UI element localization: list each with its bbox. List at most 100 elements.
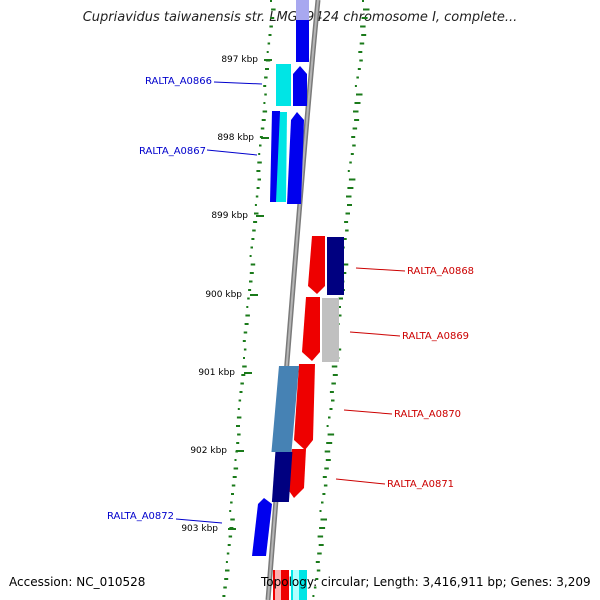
gc-dot <box>323 484 328 487</box>
gene-leader-line <box>343 409 393 415</box>
gc-dot <box>270 17 275 19</box>
gc-dot <box>249 272 254 274</box>
gc-dot <box>241 374 246 376</box>
gc-dot <box>352 144 356 147</box>
gc-dot <box>239 391 243 393</box>
gene-label-ralta-a0866[interactable]: RALTA_A0866 <box>145 76 212 87</box>
gc-dot <box>222 595 226 597</box>
gc-dot <box>326 442 333 444</box>
gene-arrow-top-shade <box>296 0 309 20</box>
gc-dot <box>326 425 329 427</box>
gc-dot <box>360 25 366 28</box>
accession-text: Accession: NC_010528 <box>9 575 146 589</box>
gc-dot <box>243 348 247 351</box>
gene-label-ralta-a0870[interactable]: RALTA_A0870 <box>394 409 461 420</box>
gc-dot <box>227 544 231 546</box>
gene-label-ralta-a0871[interactable]: RALTA_A0871 <box>387 479 454 490</box>
gene-arrow <box>271 366 299 452</box>
gc-dot <box>231 484 236 487</box>
gc-dot <box>324 467 329 470</box>
gc-dot <box>346 195 352 198</box>
gc-dot <box>357 68 361 70</box>
gene-arrow <box>287 449 306 498</box>
gc-dot <box>253 221 258 223</box>
gene-label-ralta-a0869[interactable]: RALTA_A0869 <box>402 331 469 342</box>
topology-text: Topology: circular; Length: 3,416,911 bp… <box>261 575 591 589</box>
tick-label-897: 897 kbp <box>221 55 258 65</box>
gc-dot <box>249 255 252 257</box>
gc-dot <box>363 8 370 11</box>
gc-dot <box>345 212 350 215</box>
gc-dot <box>266 51 269 53</box>
gc-dot <box>231 493 234 495</box>
gc-dot <box>347 187 354 189</box>
gc-dot <box>353 110 359 113</box>
gc-dot <box>263 102 266 104</box>
gene-arrow <box>271 452 293 502</box>
gc-dot <box>315 578 319 580</box>
gc-dot <box>251 238 255 240</box>
gene-arrow <box>276 64 291 106</box>
gene-label-ralta-a0872[interactable]: RALTA_A0872 <box>107 511 174 522</box>
gc-dot <box>324 450 331 453</box>
gc-content-track-left <box>222 0 276 597</box>
tick-label-899: 899 kbp <box>211 211 248 221</box>
gene-leader-line <box>175 518 223 524</box>
gc-dot <box>242 365 247 368</box>
gene-label-ralta-a0867[interactable]: RALTA_A0867 <box>139 146 206 157</box>
gc-dot <box>236 416 242 419</box>
gc-dot <box>262 110 268 113</box>
gene-arrow <box>252 498 272 556</box>
gc-dot <box>271 8 276 11</box>
gc-dot <box>246 306 249 308</box>
reverse-strand-genes <box>271 236 344 502</box>
tick-label-900: 900 kbp <box>205 290 242 300</box>
gene-leader-line <box>213 81 263 85</box>
tick-label-901: 901 kbp <box>198 368 235 378</box>
gene-arrow <box>293 66 307 106</box>
gc-dot <box>229 510 232 512</box>
gc-dot <box>225 561 228 563</box>
gc-dot <box>252 229 256 232</box>
gc-dot <box>319 510 322 512</box>
gc-dot <box>352 127 358 130</box>
gc-dot <box>224 578 229 580</box>
gc-dot <box>320 518 327 521</box>
gc-dot <box>331 365 338 368</box>
gc-dot <box>354 102 361 104</box>
gc-dot <box>318 544 324 546</box>
gc-dot <box>341 263 349 266</box>
gc-dot <box>242 340 246 342</box>
gc-dot <box>347 204 352 206</box>
gc-dot <box>331 382 336 385</box>
tick-label-903: 903 kbp <box>181 524 218 534</box>
gc-dot <box>349 161 352 164</box>
gc-dot <box>329 408 333 410</box>
gc-dot <box>238 399 242 402</box>
gc-dot <box>267 42 271 45</box>
gc-dot <box>268 34 272 36</box>
gc-dot <box>237 408 240 410</box>
gc-dot <box>351 136 356 138</box>
gene-label-ralta-a0868[interactable]: RALTA_A0868 <box>407 266 474 277</box>
gc-dot <box>230 501 233 504</box>
gc-dot <box>225 569 230 572</box>
gene-arrow <box>294 364 315 450</box>
gc-dot <box>322 493 326 495</box>
gc-dot <box>327 433 335 436</box>
gc-dot <box>325 459 331 461</box>
gc-dot <box>250 263 256 266</box>
gene-arrow <box>275 570 281 600</box>
gc-dot <box>317 535 324 538</box>
gc-dot <box>362 0 364 2</box>
gc-dot <box>255 195 259 198</box>
gene-leader-line <box>349 331 401 337</box>
gc-dot <box>319 527 326 529</box>
gc-dot <box>356 76 359 79</box>
gc-dot <box>354 85 357 87</box>
gc-dot <box>243 331 248 334</box>
gc-dot <box>259 144 262 147</box>
gc-dot <box>223 586 227 589</box>
gene-leader-line <box>206 149 258 156</box>
